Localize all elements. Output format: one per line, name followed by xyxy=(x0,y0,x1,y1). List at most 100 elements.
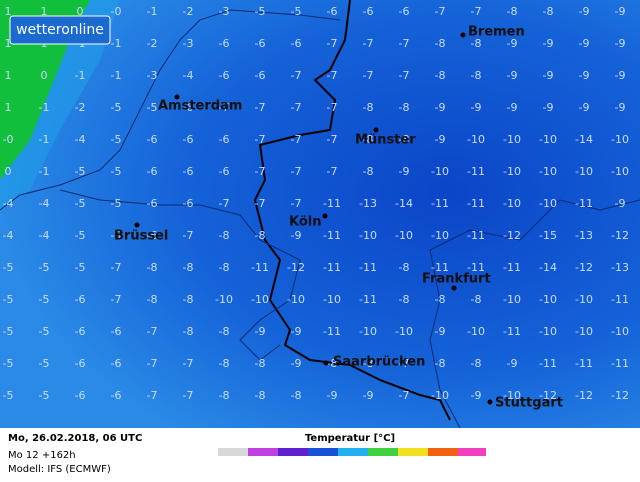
grid-value: -6 xyxy=(111,389,122,402)
grid-value: -11 xyxy=(359,293,377,306)
grid-value: -7 xyxy=(147,357,158,370)
grid-value: -6 xyxy=(219,37,230,50)
grid-value: 0 xyxy=(41,69,48,82)
grid-value: -7 xyxy=(111,293,122,306)
grid-value: -7 xyxy=(219,101,230,114)
grid-value: -13 xyxy=(359,197,377,210)
grid-value: -14 xyxy=(395,197,413,210)
grid-value: -5 xyxy=(3,357,14,370)
grid-value: -7 xyxy=(363,37,374,50)
grid-value: -7 xyxy=(291,69,302,82)
grid-value: -0 xyxy=(3,133,14,146)
grid-value: -8 xyxy=(435,357,446,370)
grid-value: -7 xyxy=(399,389,410,402)
grid-value: -6 xyxy=(219,133,230,146)
grid-value: -7 xyxy=(399,357,410,370)
grid-value: -9 xyxy=(507,357,518,370)
grid-value: -9 xyxy=(363,389,374,402)
grid-value: -9 xyxy=(615,69,626,82)
grid-value: -11 xyxy=(467,261,485,274)
grid-value: -9 xyxy=(435,133,446,146)
logo[interactable]: wetteronline xyxy=(16,22,104,38)
grid-value: -9 xyxy=(435,101,446,114)
city-dot xyxy=(487,399,493,405)
city-dot xyxy=(460,32,466,38)
grid-value: -8 xyxy=(471,293,482,306)
grid-value: -8 xyxy=(471,37,482,50)
grid-value: 1 xyxy=(41,5,48,18)
city-label: Köln xyxy=(289,215,322,230)
grid-value: 0 xyxy=(5,165,12,178)
grid-value: -1 xyxy=(111,69,122,82)
grid-value: -5 xyxy=(3,293,14,306)
grid-value: -9 xyxy=(579,37,590,50)
grid-value: -10 xyxy=(359,229,377,242)
grid-value: -6 xyxy=(147,197,158,210)
grid-value: -8 xyxy=(471,69,482,82)
grid-value: -7 xyxy=(183,389,194,402)
grid-value: -9 xyxy=(471,101,482,114)
grid-value: -7 xyxy=(219,197,230,210)
grid-value: -6 xyxy=(399,5,410,18)
grid-value: -12 xyxy=(539,389,557,402)
grid-value: -5 xyxy=(75,261,86,274)
forecast-date: Mo, 26.02.2018, 06 UTC xyxy=(8,433,142,444)
city-label: Bremen xyxy=(468,25,525,40)
grid-value: -4 xyxy=(3,229,14,242)
grid-value: -1 xyxy=(39,165,50,178)
grid-value: -9 xyxy=(615,5,626,18)
grid-value: -4 xyxy=(39,197,50,210)
grid-value: -7 xyxy=(255,165,266,178)
grid-value: -10 xyxy=(611,165,629,178)
grid-value: -6 xyxy=(291,37,302,50)
grid-value: -7 xyxy=(327,133,338,146)
grid-value: -6 xyxy=(75,389,86,402)
grid-value: -6 xyxy=(183,197,194,210)
grid-value: -12 xyxy=(575,261,593,274)
logo-box[interactable] xyxy=(9,15,111,45)
grid-value: -8 xyxy=(363,357,374,370)
grid-value: -7 xyxy=(327,37,338,50)
grid-value: -10 xyxy=(431,165,449,178)
city-label: Amsterdam xyxy=(158,99,242,114)
grid-value: 1 xyxy=(5,101,12,114)
grid-value: -8 xyxy=(255,389,266,402)
grid-value: -6 xyxy=(147,133,158,146)
grid-value: -9 xyxy=(507,101,518,114)
grid-value: -11 xyxy=(503,261,521,274)
grid-value: -7 xyxy=(327,69,338,82)
grid-value: -10 xyxy=(503,389,521,402)
city-label: Brüssel xyxy=(114,229,168,244)
grid-value: -11 xyxy=(575,197,593,210)
grid-value: -6 xyxy=(327,5,338,18)
grid-value: -8 xyxy=(255,357,266,370)
grid-value: -8 xyxy=(219,389,230,402)
grid-value: -11 xyxy=(467,165,485,178)
grid-value: -15 xyxy=(539,229,557,242)
grid-value: -6 xyxy=(147,229,158,242)
grid-value: -12 xyxy=(287,261,305,274)
grid-value: -5 xyxy=(111,101,122,114)
grid-value: -8 xyxy=(219,229,230,242)
grid-value: -6 xyxy=(183,101,194,114)
grid-value: -8 xyxy=(435,293,446,306)
grid-value: -11 xyxy=(467,229,485,242)
grid-value: -9 xyxy=(615,101,626,114)
grid-value: -8 xyxy=(399,101,410,114)
grid-value: -12 xyxy=(575,389,593,402)
city-dot xyxy=(134,222,140,228)
grid-value: -7 xyxy=(399,69,410,82)
grid-value: -11 xyxy=(323,229,341,242)
grid-value: -11 xyxy=(467,197,485,210)
grid-value: 0 xyxy=(77,5,84,18)
regional-border xyxy=(429,199,640,429)
grid-value: -5 xyxy=(3,325,14,338)
forecast-run: Mo 12 +162h xyxy=(8,450,76,461)
grid-value: -8 xyxy=(543,5,554,18)
grid-value: -8 xyxy=(147,293,158,306)
grid-value: -12 xyxy=(611,389,629,402)
grid-value: -8 xyxy=(399,261,410,274)
grid-value: -9 xyxy=(579,5,590,18)
grid-value: 1 xyxy=(5,37,12,50)
grid-value: -14 xyxy=(575,133,593,146)
